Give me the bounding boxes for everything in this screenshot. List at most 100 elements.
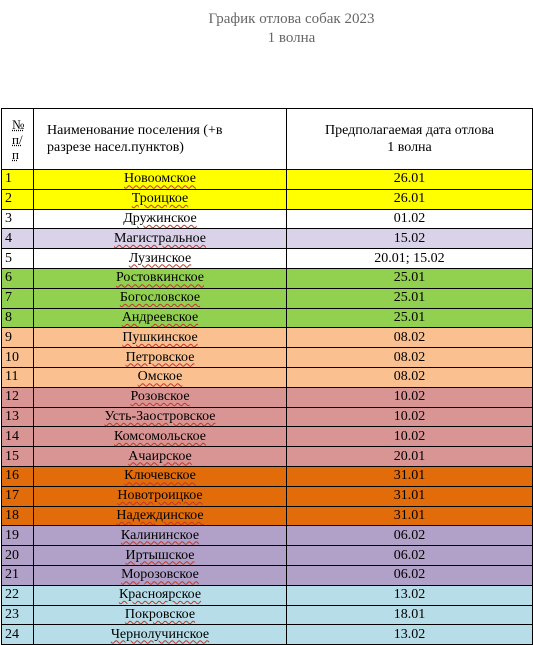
header-date-line-2: 1 волна	[387, 140, 432, 155]
row-settlement-name-text: Ключевское	[124, 468, 196, 484]
row-date: 10.02	[286, 386, 533, 408]
row-settlement-name: Лузинское	[33, 248, 287, 269]
row-number-text: 5	[5, 250, 12, 266]
row-date-text: 10.02	[393, 408, 426, 424]
header-number: № п/ п	[1, 108, 34, 170]
row-date: 25.01	[286, 307, 533, 329]
row-number: 10	[1, 347, 34, 368]
row-number-text: 7	[5, 290, 12, 306]
row-date-text: 20.01	[393, 448, 426, 464]
row-number: 23	[1, 604, 34, 626]
table-row: 8 Андреевское 25.01	[1, 307, 533, 329]
row-settlement-name-text: Дружинское	[123, 210, 197, 226]
row-settlement-name: Магистральное	[33, 228, 287, 250]
row-settlement-name-text: Покровское	[124, 606, 196, 622]
row-number-text: 4	[5, 230, 12, 246]
row-date-text: 31.01	[393, 488, 426, 504]
row-settlement-name: Новоомское	[33, 169, 287, 190]
row-date: 25.01	[286, 267, 533, 289]
row-settlement-name-text: Розовское	[130, 389, 190, 405]
header-name-line-2: разрезе насел.пунктов)	[47, 140, 184, 155]
row-number-text: 1	[5, 171, 12, 187]
row-date: 13.02	[286, 624, 533, 645]
row-date: 31.01	[286, 505, 533, 527]
row-date-text: 08.02	[393, 329, 426, 345]
header-date-line-1: Предполагаемая дата отлова	[324, 123, 495, 138]
row-number: 18	[1, 505, 34, 527]
row-number: 20	[1, 545, 34, 566]
row-settlement-name: Ачаирское	[33, 446, 287, 467]
row-settlement-name: Андреевское	[33, 307, 287, 329]
title-line-2: 1 волна	[267, 30, 316, 46]
table-row: 14 Комсомольское 10.02	[1, 426, 533, 448]
row-settlement-name: Иртышское	[33, 545, 287, 566]
row-settlement-name-text: Новоомское	[124, 171, 196, 187]
row-settlement-name: Ключевское	[33, 465, 287, 487]
row-date-text: 31.01	[393, 507, 426, 523]
row-date: 08.02	[286, 347, 533, 368]
table-row: 18 Надеждинское 31.01	[1, 505, 533, 527]
row-number-text: 12	[5, 389, 19, 405]
table-row: 23 Покровское 18.01	[1, 604, 533, 626]
row-date-text: 10.02	[393, 389, 426, 405]
row-settlement-name-text: Ростовкинское	[115, 270, 205, 286]
row-settlement-name-text: Троицкое	[131, 191, 189, 207]
row-settlement-name-text: Красноярское	[118, 587, 202, 603]
row-date-text: 08.02	[393, 369, 426, 385]
row-date: 06.02	[286, 545, 533, 566]
row-settlement-name: Комсомольское	[33, 426, 287, 448]
table-row: 5 Лузинское 20.01; 15.02	[1, 248, 533, 269]
row-number: 19	[1, 525, 34, 547]
table-row: 17 Новотроицкое 31.01	[1, 485, 533, 507]
row-number: 1	[1, 169, 34, 190]
row-date-text: 08.02	[393, 349, 426, 365]
table-row: 20 Иртышское 06.02	[1, 545, 533, 566]
table-row: 22 Красноярское 13.02	[1, 584, 533, 606]
row-number: 16	[1, 465, 34, 487]
table-row: 19 Калининское 06.02	[1, 525, 533, 547]
row-number-text: 6	[5, 270, 12, 286]
table-row: 4 Магистральное 15.02	[1, 228, 533, 250]
row-date: 08.02	[286, 327, 533, 349]
row-date: 10.02	[286, 406, 533, 428]
row-date-text: 06.02	[393, 547, 426, 563]
row-number: 17	[1, 485, 34, 507]
row-settlement-name: Омское	[33, 366, 287, 388]
table-row: 3 Дружинское 01.02	[1, 208, 533, 230]
table-row: 10 Петровское 08.02	[1, 347, 533, 368]
row-settlement-name-text: Петровское	[125, 349, 195, 365]
row-number: 3	[1, 208, 34, 230]
row-settlement-name: Троицкое	[33, 188, 287, 210]
row-number-text: 21	[5, 567, 19, 583]
row-settlement-name-text: Омское	[137, 369, 183, 385]
row-settlement-name-text: Чернолучинское	[110, 626, 210, 642]
row-date: 08.02	[286, 366, 533, 388]
row-date: 26.01	[286, 169, 533, 190]
row-number: 7	[1, 287, 34, 309]
row-number: 8	[1, 307, 34, 329]
table-row: 6 Ростовкинское 25.01	[1, 267, 533, 289]
row-date-text: 25.01	[393, 309, 426, 325]
row-number: 5	[1, 248, 34, 269]
header-settlement-name: Наименование поселения (+в разрезе насел…	[33, 108, 287, 170]
row-number-text: 3	[5, 210, 12, 226]
row-number-text: 14	[5, 428, 19, 444]
row-settlement-name-text: Пушкинское	[122, 329, 198, 345]
row-settlement-name: Покровское	[33, 604, 287, 626]
row-settlement-name: Новотроицкое	[33, 485, 287, 507]
row-settlement-name-text: Новотроицкое	[117, 488, 203, 504]
row-settlement-name: Пушкинское	[33, 327, 287, 349]
table-row: 1 Новоомское 26.01	[1, 169, 533, 190]
table-row: 24 Чернолучинское 13.02	[1, 624, 533, 645]
header-number-line-2: п/	[12, 131, 23, 147]
row-date-text: 26.01	[393, 191, 426, 207]
row-number: 9	[1, 327, 34, 349]
row-number: 14	[1, 426, 34, 448]
row-number-text: 11	[5, 369, 19, 385]
table-row: 2 Троицкое 26.01	[1, 188, 533, 210]
table-row: 12 Розовское 10.02	[1, 386, 533, 408]
row-date: 31.01	[286, 485, 533, 507]
row-date: 25.01	[286, 287, 533, 309]
title-line-1: График отлова собак 2023	[208, 11, 375, 27]
table-row: 21 Морозовское 06.02	[1, 564, 533, 586]
